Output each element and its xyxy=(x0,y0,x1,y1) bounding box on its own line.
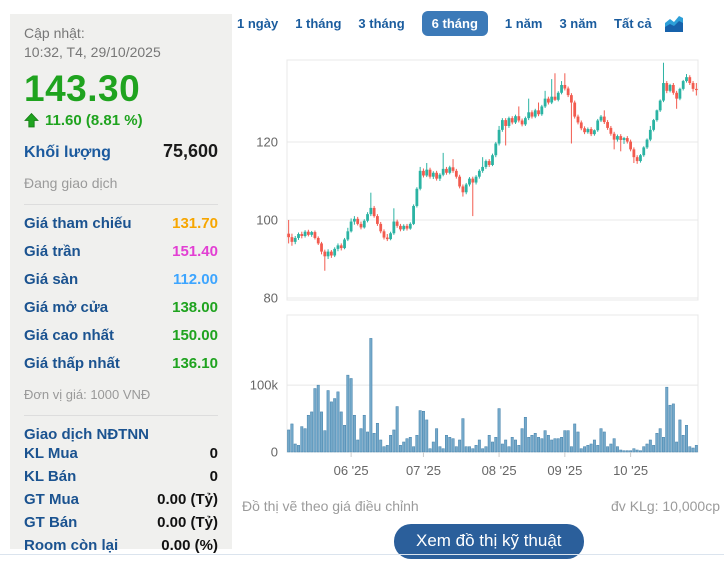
price-unit-note: Đơn vị giá: 1000 VNĐ xyxy=(24,386,151,402)
foreign-row-label: GT Mua xyxy=(24,490,79,508)
foreign-row: KL Mua 0 xyxy=(24,445,218,468)
quote-panel: Cập nhật: 10:32, T4, 29/10/2025 143.30 1… xyxy=(10,14,232,554)
price-row-value: 150.00 xyxy=(172,326,218,344)
update-label: Cập nhật: xyxy=(24,25,85,41)
tab-1-năm[interactable]: 1 năm xyxy=(504,16,543,31)
price-row-value: 151.40 xyxy=(172,242,218,260)
svg-text:120: 120 xyxy=(256,134,278,149)
price-row: Giá cao nhất 150.00 xyxy=(24,327,218,355)
foreign-row-label: KL Bán xyxy=(24,467,77,485)
price-row: Giá trần 151.40 xyxy=(24,243,218,271)
price-row: Giá mở cửa 138.00 xyxy=(24,299,218,327)
price-row: Giá tham chiếu 131.70 xyxy=(24,215,218,243)
trading-status: Đang giao dịch xyxy=(24,174,118,191)
volume-row: Khối lượng 75,600 xyxy=(24,141,218,162)
foreign-row-label: KL Mua xyxy=(24,444,78,462)
divider xyxy=(24,203,218,205)
foreign-trading-table: KL Mua 0 KL Bán 0 GT Mua 0.00 (Tỷ) GT Bán 0.00 … xyxy=(24,445,218,560)
svg-text:07 '25: 07 '25 xyxy=(406,463,441,478)
volume-label: Khối lượng xyxy=(24,143,111,161)
foreign-row: GT Bán 0.00 (Tỷ) xyxy=(24,514,218,537)
foreign-row-value: 0.00 (Tỷ) xyxy=(157,513,218,531)
foreign-row-value: 0 xyxy=(209,444,218,462)
svg-text:06 '25: 06 '25 xyxy=(334,463,369,478)
foreign-row: Room còn lại 0.00 (%) xyxy=(24,537,218,560)
svg-text:0: 0 xyxy=(271,445,278,460)
volume-unit-note: đv KLg: 10,000cp xyxy=(611,498,720,514)
last-price: 143.30 xyxy=(24,67,141,109)
tab-3-tháng[interactable]: 3 tháng xyxy=(358,16,405,31)
price-row: Giá thấp nhất 136.10 xyxy=(24,355,218,383)
divider xyxy=(24,414,218,416)
svg-text:100: 100 xyxy=(256,213,278,228)
price-row-label: Giá tham chiếu xyxy=(24,214,132,232)
price-row-value: 131.70 xyxy=(172,214,218,232)
price-reference-table: Giá tham chiếu 131.70 Giá trần 151.40 Giá sà… xyxy=(24,215,218,383)
technical-chart-button[interactable]: Xem đồ thị kỹ thuật xyxy=(394,524,584,559)
bottom-divider xyxy=(0,554,724,555)
price-row-label: Giá trần xyxy=(24,242,81,260)
svg-text:08 '25: 08 '25 xyxy=(482,463,517,478)
price-row-label: Giá cao nhất xyxy=(24,326,115,344)
foreign-row-label: Room còn lại xyxy=(24,536,119,554)
price-row-value: 138.00 xyxy=(172,298,218,316)
foreign-row-value: 0.00 (Tỷ) xyxy=(157,490,218,508)
foreign-row-label: GT Bán xyxy=(24,513,78,531)
tab-3-năm[interactable]: 3 năm xyxy=(559,16,598,31)
tab-1-ngày[interactable]: 1 ngày xyxy=(237,16,279,31)
price-change-row: 11.60 (8.81 %) xyxy=(24,112,218,129)
up-arrow-icon xyxy=(24,112,39,128)
area-chart-icon[interactable] xyxy=(664,15,683,32)
chart-area[interactable]: 80 100 120 0 100k 06 '25 07 '25 08 '25 09 '25 10 … xyxy=(235,50,724,490)
foreign-trading-header: Giao dịch NĐTNN xyxy=(24,425,150,443)
volume-value: 75,600 xyxy=(162,140,218,161)
price-row-label: Giá sàn xyxy=(24,270,79,288)
tab-1-tháng[interactable]: 1 tháng xyxy=(295,16,342,31)
time-range-tabs: 1 ngày 1 tháng 3 tháng 6 tháng 1 năm 3 năm Tất… xyxy=(237,11,683,36)
tab-6-tháng[interactable]: 6 tháng xyxy=(421,11,488,36)
foreign-row-value: 0 xyxy=(209,467,218,485)
update-block: Cập nhật: 10:32, T4, 29/10/2025 xyxy=(24,24,218,62)
foreign-row-value: 0.00 (%) xyxy=(161,536,218,554)
svg-text:10 '25: 10 '25 xyxy=(613,463,648,478)
adjusted-price-note: Đồ thị vẽ theo giá điều chỉnh xyxy=(242,498,419,514)
svg-text:80: 80 xyxy=(264,291,278,306)
foreign-row: GT Mua 0.00 (Tỷ) xyxy=(24,491,218,514)
update-datetime: 10:32, T4, 29/10/2025 xyxy=(24,43,161,60)
price-row-value: 136.10 xyxy=(172,354,218,372)
chart-footnotes: Đồ thị vẽ theo giá điều chỉnh đv KLg: 10… xyxy=(242,498,720,514)
price-row: Giá sàn 112.00 xyxy=(24,271,218,299)
price-row-value: 112.00 xyxy=(172,270,218,288)
price-row-label: Giá mở cửa xyxy=(24,298,109,316)
price-row-label: Giá thấp nhất xyxy=(24,354,120,372)
price-change-text: 11.60 (8.81 %) xyxy=(45,111,143,129)
svg-text:100k: 100k xyxy=(250,378,279,393)
svg-text:09 '25: 09 '25 xyxy=(547,463,582,478)
price-volume-chart: 80 100 120 0 100k 06 '25 07 '25 08 '25 09 '25 10 … xyxy=(250,59,699,478)
tab-tất-cả[interactable]: Tất cả xyxy=(614,16,652,31)
foreign-row: KL Bán 0 xyxy=(24,468,218,491)
